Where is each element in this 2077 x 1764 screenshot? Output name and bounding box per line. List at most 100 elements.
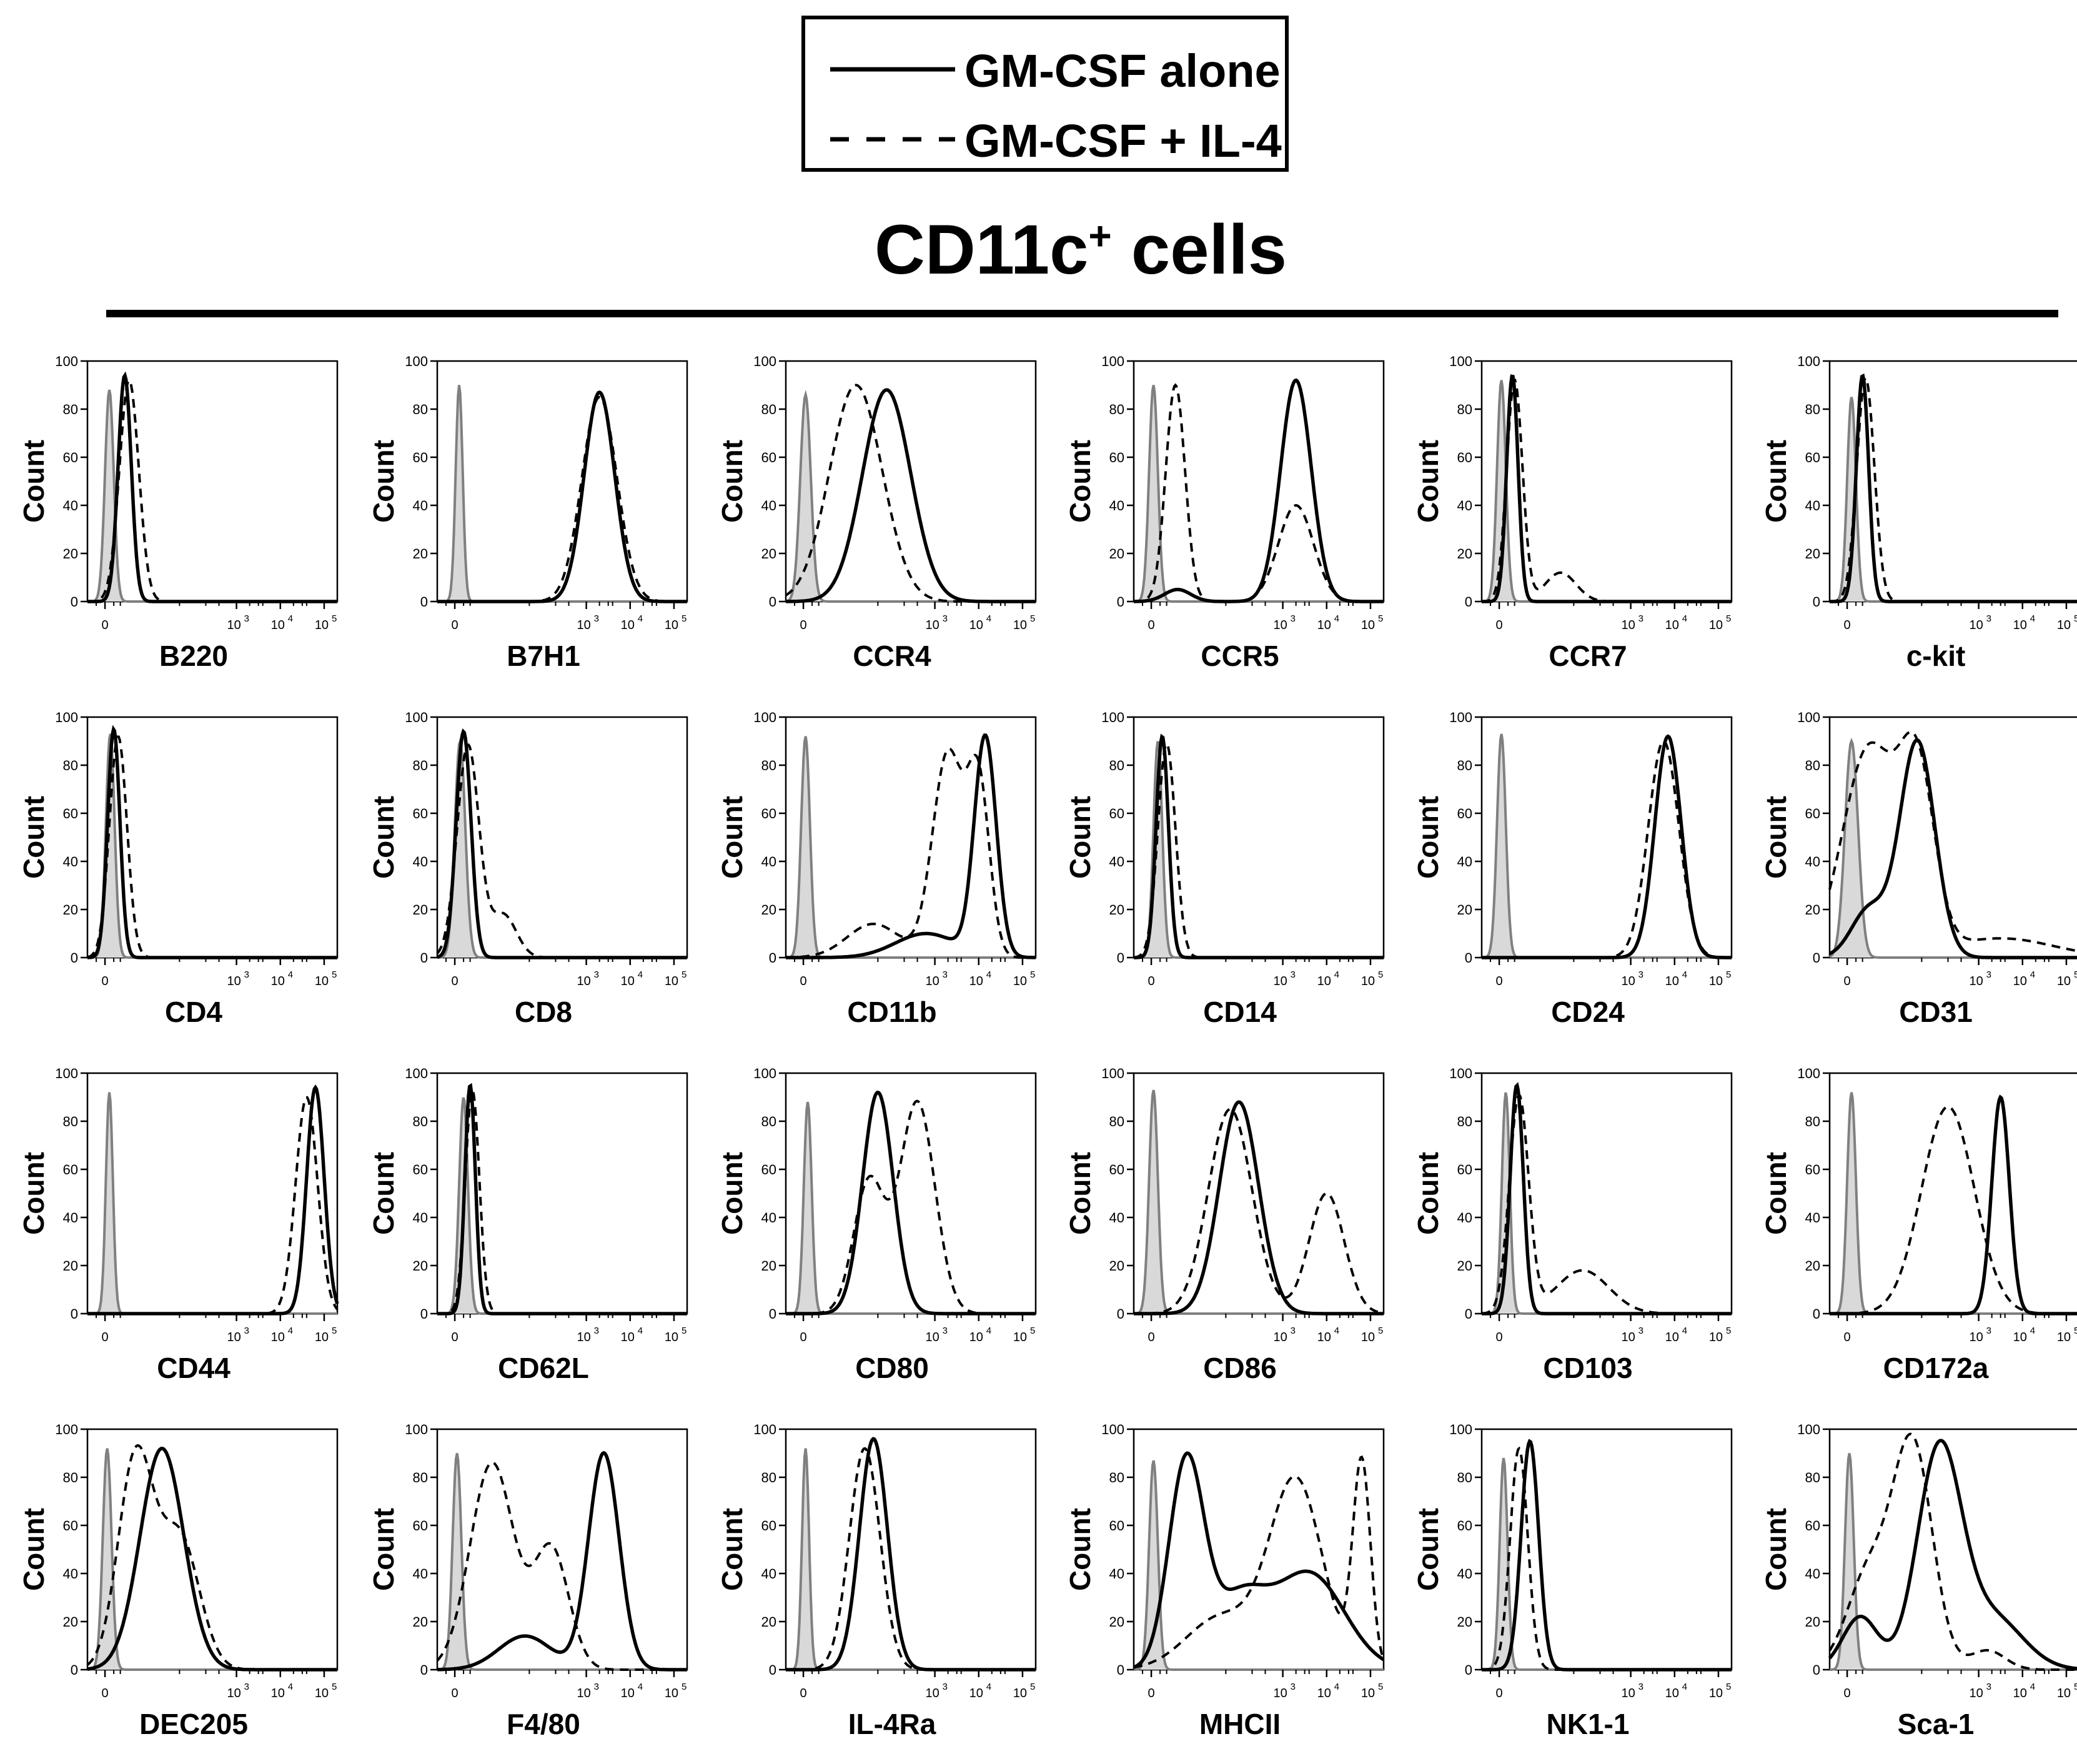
- y-axis-label: Count: [716, 1508, 748, 1591]
- x-tick-label: 10: [1621, 974, 1635, 988]
- y-tick-label: 0: [1117, 950, 1124, 966]
- x-tick-label: 10: [1361, 618, 1375, 632]
- y-tick-label: 0: [1117, 1306, 1124, 1322]
- series-line-gm-csf-alone: [437, 1083, 687, 1316]
- x-tick-exponent: 4: [1334, 1682, 1339, 1692]
- y-tick-label: 80: [413, 402, 428, 417]
- x-tick-exponent: 3: [943, 1325, 948, 1336]
- y-tick-label: 100: [405, 354, 428, 369]
- y-tick-label: 40: [413, 498, 428, 513]
- panel-title-superscript: +: [1088, 213, 1112, 259]
- y-tick-label: 100: [1101, 710, 1124, 725]
- y-tick-label: 60: [1805, 450, 1820, 465]
- y-tick-label: 100: [1797, 710, 1820, 725]
- y-tick-label: 60: [413, 806, 428, 821]
- x-tick-label: 0: [1496, 1687, 1503, 1700]
- x-tick-label: 10: [1621, 1330, 1635, 1344]
- series-line-gm-csf-alone: [1828, 738, 2077, 959]
- x-tick-exponent: 5: [1726, 969, 1731, 980]
- y-tick-label: 40: [63, 854, 78, 870]
- y-tick-label: 0: [420, 1662, 428, 1678]
- isotype-fill: [87, 390, 337, 602]
- y-tick-label: 40: [1457, 854, 1472, 870]
- y-tick-label: 20: [413, 1258, 428, 1274]
- y-axis-label: Count: [1760, 796, 1792, 879]
- marker-label-mhcii: MHCII: [1199, 1708, 1281, 1740]
- x-tick-label: 10: [1621, 1687, 1635, 1700]
- x-tick-label: 10: [621, 974, 635, 988]
- x-tick-exponent: 5: [682, 1682, 687, 1692]
- title-rule: [106, 310, 2058, 317]
- x-tick-label: 10: [1621, 618, 1635, 632]
- marker-label-nk1-1: NK1-1: [1547, 1708, 1630, 1740]
- y-tick-label: 100: [1797, 1422, 1820, 1437]
- x-tick-label: 10: [1665, 1330, 1679, 1344]
- isotype-fill: [1482, 380, 1732, 602]
- y-tick-label: 40: [413, 1566, 428, 1582]
- isotype-fill: [786, 1448, 1036, 1670]
- y-tick-label: 60: [761, 450, 776, 465]
- x-tick-label: 10: [925, 974, 939, 988]
- plot-frame: [436, 360, 688, 603]
- y-tick-label: 100: [1449, 710, 1472, 725]
- x-tick-label: 10: [1361, 974, 1375, 988]
- marker-label-cd172a: CD172a: [1883, 1352, 1989, 1384]
- x-tick-label: 0: [452, 618, 459, 632]
- x-tick-label: 10: [1709, 1330, 1723, 1344]
- x-tick-label: 10: [1709, 1687, 1723, 1700]
- y-tick-label: 100: [753, 1066, 776, 1081]
- y-tick-label: 100: [1101, 1066, 1124, 1081]
- y-tick-label: 80: [1805, 1470, 1820, 1485]
- x-tick-label: 10: [1709, 974, 1723, 988]
- y-tick-label: 80: [1805, 402, 1820, 417]
- marker-label-cd11b: CD11b: [847, 996, 936, 1028]
- x-tick-exponent: 3: [244, 613, 249, 624]
- x-tick-exponent: 4: [1682, 1325, 1687, 1336]
- x-tick-exponent: 3: [1986, 1682, 1991, 1692]
- x-tick-label: 10: [1969, 618, 1983, 632]
- y-tick-label: 0: [1813, 950, 1820, 966]
- x-tick-label: 10: [2057, 1330, 2071, 1344]
- y-tick-label: 100: [1797, 1066, 1820, 1081]
- y-tick-label: 80: [1457, 1114, 1472, 1129]
- y-tick-label: 100: [55, 710, 78, 725]
- x-tick-label: 10: [271, 618, 285, 632]
- x-tick-label: 10: [969, 618, 983, 632]
- x-tick-exponent: 4: [638, 969, 643, 980]
- marker-label-il-4ra: IL-4Ra: [848, 1708, 936, 1740]
- series-line-gm-csf-il4: [1481, 1093, 1732, 1315]
- series-line-gm-csf-il4: [1133, 1455, 1385, 1669]
- plot-frame: [1828, 716, 2077, 959]
- panel-title-main: CD11c: [874, 211, 1089, 289]
- y-tick-label: 60: [413, 450, 428, 465]
- y-tick-label: 0: [1813, 1662, 1820, 1678]
- marker-label-sca-1: Sca-1: [1898, 1708, 1975, 1740]
- x-tick-exponent: 4: [638, 1325, 643, 1336]
- x-tick-label: 0: [800, 1687, 807, 1700]
- x-tick-label: 10: [315, 1687, 329, 1700]
- y-tick-label: 20: [413, 1614, 428, 1630]
- y-axis-label: Count: [17, 796, 50, 879]
- series-line-gm-csf-alone: [1134, 733, 1384, 959]
- x-tick-label: 10: [621, 1330, 635, 1344]
- y-tick-label: 60: [1805, 1518, 1820, 1534]
- x-tick-label: 10: [1013, 974, 1027, 988]
- y-tick-label: 100: [1101, 1422, 1124, 1437]
- plot-frame: [86, 716, 339, 959]
- y-tick-label: 20: [413, 902, 428, 918]
- x-tick-label: 0: [1496, 1330, 1503, 1344]
- x-tick-label: 10: [1665, 974, 1679, 988]
- solid-line-swatch: [830, 67, 955, 72]
- series-line-gm-csf-alone: [437, 390, 687, 603]
- y-tick-label: 60: [63, 806, 78, 821]
- x-tick-exponent: 5: [1030, 613, 1035, 624]
- x-tick-exponent: 3: [943, 613, 948, 624]
- y-axis-label: Count: [1412, 1508, 1444, 1591]
- x-tick-label: 10: [577, 618, 590, 632]
- x-tick-exponent: 4: [1682, 1682, 1687, 1692]
- y-axis-label: Count: [17, 1152, 50, 1235]
